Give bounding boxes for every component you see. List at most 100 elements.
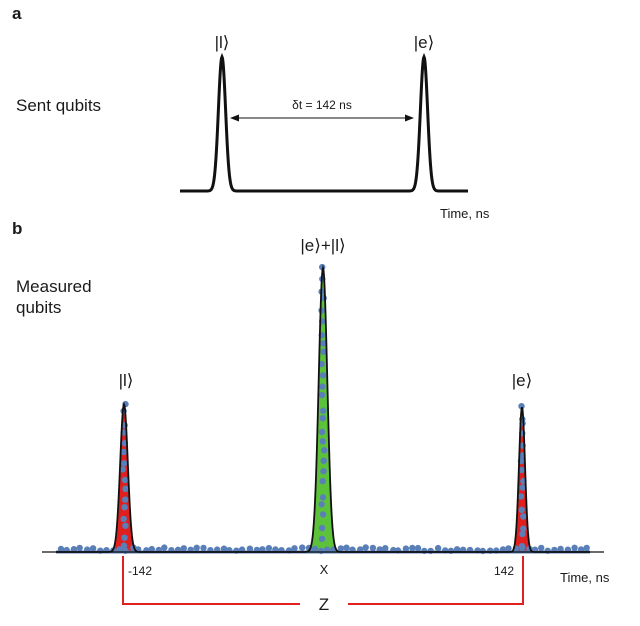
tick-label-142: 142 <box>494 564 514 578</box>
data-point <box>323 546 331 553</box>
peak-data-point <box>319 372 327 379</box>
data-point <box>180 545 187 552</box>
peak-data-point <box>319 438 326 445</box>
data-point <box>479 547 486 555</box>
data-point <box>409 544 416 552</box>
data-point <box>571 544 578 551</box>
peak-data-point <box>318 307 325 314</box>
data-point <box>557 545 564 553</box>
peak-data-point <box>320 340 327 347</box>
peak-data-point <box>318 428 326 436</box>
data-point <box>453 546 461 553</box>
peak-data-point <box>518 466 525 474</box>
bracket-left <box>122 556 300 605</box>
data-point <box>200 544 207 552</box>
bracket-label: Z <box>319 595 329 614</box>
data-point <box>434 544 442 552</box>
peak-data-point <box>321 447 328 454</box>
data-point <box>233 547 240 554</box>
data-point <box>382 545 389 552</box>
data-point <box>265 544 273 552</box>
measured-qubits-label-line1: Measured <box>16 277 92 296</box>
sent-qubits-trace <box>180 52 468 193</box>
peak-data-point <box>320 468 327 475</box>
peak-data-point <box>518 543 526 550</box>
data-point <box>97 547 104 554</box>
data-point <box>583 544 590 552</box>
bracket-right <box>348 556 524 605</box>
data-point <box>70 546 78 553</box>
measured-center-peak-label: |e⟩+|l⟩ <box>300 236 345 255</box>
peak-data-point <box>121 476 129 484</box>
peak-data-point <box>520 525 527 532</box>
peak-data-point <box>517 493 525 500</box>
data-point <box>246 545 254 552</box>
peak-data-point <box>318 535 326 542</box>
peak-data-point <box>319 511 327 518</box>
peak-data-point <box>120 448 127 456</box>
peak-data-point <box>519 484 526 491</box>
peak-data-point <box>121 460 128 467</box>
peak-data-point <box>518 506 525 514</box>
data-point <box>89 545 97 552</box>
peak-data-point <box>520 513 527 520</box>
data-point <box>148 545 155 553</box>
peak-data-point <box>120 542 128 549</box>
data-point <box>538 544 545 552</box>
measured-left-peak-label: |l⟩ <box>119 371 134 390</box>
data-point <box>362 544 369 551</box>
peak-data-point <box>319 477 326 485</box>
measured-right-peak-label: |e⟩ <box>512 371 533 390</box>
peak-data-point <box>120 515 127 523</box>
peak-data-point <box>318 524 326 532</box>
peak-data-point <box>121 504 128 511</box>
data-point <box>376 546 383 553</box>
data-point <box>317 547 325 555</box>
peak-data-point <box>119 466 126 473</box>
peak-data-point <box>318 391 326 399</box>
measured-qubits-label-line2: qubits <box>16 298 61 317</box>
data-point <box>76 544 83 552</box>
data-point <box>291 545 298 552</box>
data-point <box>259 546 266 553</box>
data-point <box>447 547 455 554</box>
peak-data-point <box>122 485 129 492</box>
peak-data-point <box>319 494 327 501</box>
peak-data-point <box>320 407 327 414</box>
delay-label: δt = 142 ns <box>292 98 352 112</box>
sent-time-axis-label: Time, ns <box>440 206 490 221</box>
data-point <box>427 547 434 555</box>
tick-label-x: X <box>320 562 329 577</box>
data-point <box>487 547 494 554</box>
peak-data-point <box>318 501 325 508</box>
peak-data-point <box>320 348 327 355</box>
data-point <box>193 544 200 551</box>
panel-b-label: b <box>12 219 22 238</box>
data-point <box>220 545 228 552</box>
peak-data-point <box>319 415 326 422</box>
data-point <box>505 545 512 552</box>
tick-label-minus-142: -142 <box>128 564 152 578</box>
data-point <box>544 547 551 554</box>
data-point <box>116 546 123 553</box>
panel-a-label: a <box>12 4 22 23</box>
peak-data-point <box>122 496 129 503</box>
sent-qubits-label: Sent qubits <box>16 96 101 115</box>
peak-data-point <box>121 534 128 541</box>
delay-arrow <box>230 114 414 122</box>
peak-data-point <box>319 383 326 390</box>
data-point <box>57 545 65 553</box>
data-point <box>299 544 306 551</box>
sent-early-peak-label: |e⟩ <box>414 33 435 52</box>
peak-data-point <box>320 457 327 464</box>
peak-data-point <box>518 403 525 410</box>
peak-data-point <box>519 530 526 538</box>
data-point <box>311 545 319 552</box>
data-point <box>414 544 422 552</box>
data-point <box>343 544 350 551</box>
measured-time-axis-label: Time, ns <box>560 570 610 585</box>
data-point <box>421 547 428 555</box>
data-point <box>161 544 168 551</box>
data-point <box>402 545 410 552</box>
